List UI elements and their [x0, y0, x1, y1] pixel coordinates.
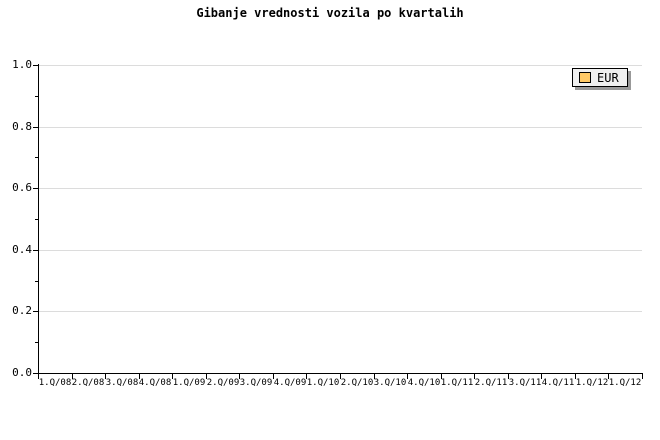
gridline [39, 127, 642, 128]
y-tick-label: 0.4 [12, 243, 32, 256]
y-tick-label: 1.0 [12, 58, 32, 71]
x-tick-label: 2.Q/08 [71, 378, 105, 388]
y-major-tick [33, 373, 38, 374]
y-minor-tick [35, 96, 38, 97]
x-tick-label: 2.Q/10 [340, 378, 374, 388]
x-tick-label: 1.Q/10 [306, 378, 340, 388]
x-tick [508, 374, 509, 379]
y-major-tick [33, 250, 38, 251]
x-tick-label: 3.Q/11 [508, 378, 542, 388]
y-minor-tick [35, 281, 38, 282]
chart-title: Gibanje vrednosti vozila po kvartalih [196, 6, 464, 20]
legend: EUR [572, 68, 628, 87]
x-tick [139, 374, 140, 379]
x-tick [105, 374, 106, 379]
x-tick-label: 4.Q/08 [138, 378, 172, 388]
x-tick-label: 1.Q/09 [172, 378, 206, 388]
x-tick [72, 374, 73, 379]
x-tick [340, 374, 341, 379]
x-tick-label: 4.Q/09 [273, 378, 307, 388]
x-tick [474, 374, 475, 379]
y-tick-label: 0.6 [12, 181, 32, 194]
x-tick-label: 1.Q/11 [440, 378, 474, 388]
x-tick-label: 1.Q/12 [608, 378, 642, 388]
x-tick-label: 1.Q/08 [38, 378, 72, 388]
y-axis-line [38, 64, 39, 373]
y-minor-tick [35, 157, 38, 158]
x-tick [642, 374, 643, 379]
x-tick-label: 1.Q/12 [575, 378, 609, 388]
x-tick [441, 374, 442, 379]
y-minor-tick [35, 219, 38, 220]
x-tick-label: 4.Q/10 [407, 378, 441, 388]
legend-label-eur: EUR [597, 70, 619, 85]
gridline [39, 188, 642, 189]
x-tick [306, 374, 307, 379]
y-major-tick [33, 65, 38, 66]
y-minor-tick [35, 342, 38, 343]
x-tick-label: 2.Q/09 [206, 378, 240, 388]
x-tick [239, 374, 240, 379]
gridline [39, 250, 642, 251]
x-tick [407, 374, 408, 379]
y-major-tick [33, 127, 38, 128]
x-tick-label: 4.Q/11 [541, 378, 575, 388]
y-major-tick [33, 188, 38, 189]
gridline [39, 65, 642, 66]
x-tick-label: 2.Q/11 [474, 378, 508, 388]
x-tick [172, 374, 173, 379]
y-tick-label: 0.2 [12, 304, 32, 317]
x-tick-label: 3.Q/09 [239, 378, 273, 388]
x-tick [575, 374, 576, 379]
x-tick [541, 374, 542, 379]
y-tick-label: 0.8 [12, 120, 32, 133]
x-tick [608, 374, 609, 379]
gridline [39, 311, 642, 312]
x-tick [273, 374, 274, 379]
y-major-tick [33, 311, 38, 312]
x-tick [38, 374, 39, 379]
legend-swatch-eur [579, 72, 591, 83]
x-tick-label: 3.Q/08 [105, 378, 139, 388]
y-tick-label: 0.0 [12, 366, 32, 379]
x-tick-label: 3.Q/10 [373, 378, 407, 388]
x-axis-line [38, 373, 643, 374]
x-tick [374, 374, 375, 379]
x-tick [206, 374, 207, 379]
